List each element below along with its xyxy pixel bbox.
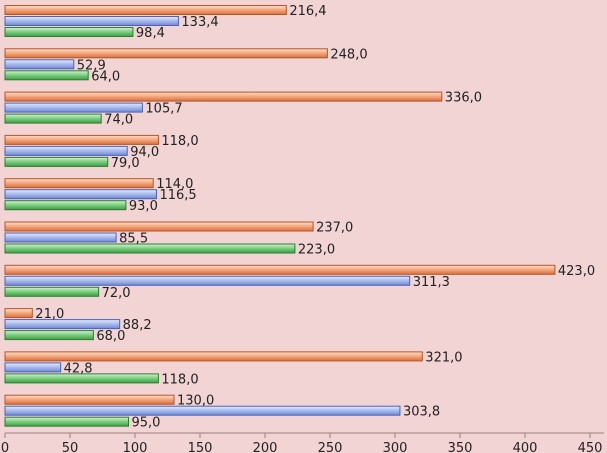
data-label-orange-8: 21,0 <box>35 307 64 322</box>
bar-green-7 <box>4 286 100 297</box>
x-tick-label: 350 <box>448 441 473 453</box>
data-label-orange-4: 118,0 <box>161 134 198 149</box>
bar-orange-5 <box>4 178 154 189</box>
bar-orange-4 <box>4 134 159 145</box>
bar-blue-7 <box>4 275 411 286</box>
data-label-orange-9: 321,0 <box>425 350 462 365</box>
bar-blue-2 <box>4 59 75 70</box>
bar-green-9 <box>4 373 159 384</box>
bar-green-10 <box>4 416 129 427</box>
x-tick-label: 200 <box>253 441 278 453</box>
data-label-green-7: 72,0 <box>102 286 131 301</box>
bar-orange-9 <box>4 351 423 362</box>
bar-orange-10 <box>4 394 175 405</box>
data-label-green-2: 64,0 <box>91 69 120 84</box>
bar-blue-6 <box>4 232 117 243</box>
x-tick-label: 450 <box>578 441 603 453</box>
bar-green-1 <box>4 27 134 37</box>
bar-green-5 <box>4 200 127 211</box>
data-label-blue-5: 116,5 <box>159 188 196 203</box>
bar-green-3 <box>4 113 102 124</box>
bar-blue-10 <box>4 405 401 416</box>
bar-green-2 <box>4 70 89 81</box>
x-tick-label: 0 <box>1 441 9 453</box>
data-label-blue-4: 94,0 <box>130 145 159 160</box>
x-tick-label: 100 <box>123 441 148 453</box>
data-label-green-10: 95,0 <box>132 416 161 431</box>
data-label-blue-1: 133,4 <box>181 15 218 30</box>
data-label-blue-8: 88,2 <box>123 318 152 333</box>
data-label-orange-7: 423,0 <box>558 264 595 279</box>
data-label-blue-6: 85,5 <box>119 232 148 247</box>
bar-green-6 <box>4 243 296 254</box>
data-label-green-6: 223,0 <box>298 243 335 258</box>
bar-blue-8 <box>4 319 121 330</box>
bar-orange-1 <box>4 5 287 15</box>
data-label-green-3: 74,0 <box>104 113 133 128</box>
data-label-blue-9: 42,8 <box>64 361 93 376</box>
bar-green-4 <box>4 156 109 167</box>
data-label-blue-2: 52,9 <box>77 58 106 73</box>
bar-blue-4 <box>4 145 128 156</box>
x-tick-label: 250 <box>318 441 343 453</box>
data-label-green-5: 93,0 <box>129 199 158 214</box>
data-label-green-1: 98,4 <box>136 26 165 41</box>
data-label-green-9: 118,0 <box>161 372 198 387</box>
bar-orange-3 <box>4 91 443 102</box>
data-label-orange-1: 216,4 <box>289 4 326 19</box>
data-label-green-8: 68,0 <box>96 329 125 344</box>
data-label-blue-10: 303,8 <box>403 405 440 420</box>
bar-orange-8 <box>4 308 33 319</box>
bar-blue-9 <box>4 362 62 373</box>
x-tick-label: 150 <box>188 441 213 453</box>
bar-green-8 <box>4 330 94 341</box>
bar-orange-2 <box>4 48 328 59</box>
x-tick-label: 300 <box>383 441 408 453</box>
bar-blue-5 <box>4 189 157 200</box>
data-label-blue-3: 105,7 <box>145 102 182 117</box>
data-label-blue-7: 311,3 <box>413 275 450 290</box>
bar-orange-7 <box>4 264 556 275</box>
x-tick-label: 50 <box>62 441 79 453</box>
data-label-orange-3: 336,0 <box>445 91 482 106</box>
data-label-orange-5: 114,0 <box>156 177 193 192</box>
data-label-green-4: 79,0 <box>111 156 140 171</box>
x-tick-label: 400 <box>513 441 538 453</box>
bar-blue-3 <box>4 102 143 113</box>
data-label-orange-2: 248,0 <box>330 47 367 62</box>
bar-orange-6 <box>4 221 314 232</box>
data-label-orange-6: 237,0 <box>316 221 353 236</box>
data-label-orange-10: 130,0 <box>177 394 214 409</box>
bar-blue-1 <box>4 16 179 26</box>
